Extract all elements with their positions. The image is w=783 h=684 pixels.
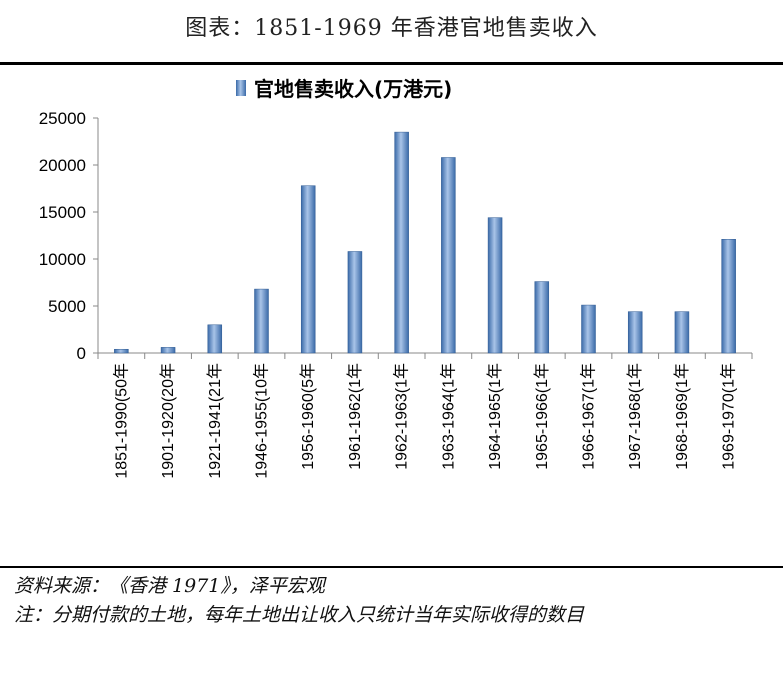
y-tick-label: 5000 [48, 297, 86, 316]
bar [394, 131, 409, 354]
x-tick-label: 1901-1920(20年 [159, 363, 177, 479]
y-tick-label: 0 [77, 344, 86, 363]
bar [721, 239, 736, 354]
bar [114, 348, 129, 354]
y-tick-label: 15000 [39, 203, 86, 222]
x-tick-label: 1969-1970(1年 [720, 363, 738, 470]
footnote: 注：分期付款的土地，每年土地出让收入只统计当年实际收得的数目 [14, 604, 585, 626]
x-tick-label: 1921-1941(21年 [206, 363, 224, 479]
bar [441, 157, 456, 354]
bar-chart: 官地售卖收入(万港元) 0 5000 10000 15000 20000 25000 18… [39, 77, 753, 479]
x-tick-label: 1968-1969(1年 [673, 363, 691, 470]
x-tick-label: 1967-1968(1年 [626, 363, 644, 470]
bar [534, 281, 550, 354]
x-tick-label: 1963-1964(1年 [439, 363, 457, 470]
bar [581, 304, 596, 354]
y-tick-label: 25000 [39, 109, 86, 128]
x-tick-label: 1966-1967(1年 [580, 363, 598, 470]
bars [114, 131, 736, 354]
x-axis: 1851-1990(50年 1901-1920(20年 1921-1941(21年 1… [97, 352, 753, 479]
x-tick-label: 1956-1960(5年 [299, 363, 317, 470]
bar [347, 251, 363, 354]
x-tick-label: 1961-1962(1年 [346, 363, 364, 470]
legend-label: 官地售卖收入(万港元) [254, 77, 452, 101]
bar [254, 288, 269, 354]
x-tick-label: 1965-1966(1年 [533, 363, 551, 470]
source-note: 资料来源：《香港 1971》，泽平宏观 [14, 575, 325, 597]
bar [300, 185, 316, 354]
legend: 官地售卖收入(万港元) [236, 77, 452, 101]
bottom-divider [0, 566, 783, 568]
bar [207, 324, 223, 354]
x-tick-label: 1851-1990(50年 [112, 363, 130, 479]
figure-title: 图表：1851-1969 年香港官地售卖收入 [185, 16, 598, 41]
top-divider [0, 62, 783, 65]
x-tick-label: 1962-1963(1年 [393, 363, 411, 470]
bar [674, 311, 690, 354]
y-tick-label: 10000 [39, 250, 86, 269]
bar [627, 311, 643, 354]
x-tick-label: 1946-1955(10年 [253, 363, 271, 479]
y-axis: 0 5000 10000 15000 20000 25000 [39, 109, 99, 363]
footnotes: 资料来源：《香港 1971》，泽平宏观 注：分期付款的土地，每年土地出让收入只统… [14, 572, 774, 630]
legend-swatch [236, 80, 246, 96]
y-tick-label: 20000 [39, 156, 86, 175]
bar [160, 347, 176, 354]
bar [487, 217, 503, 354]
x-tick-label: 1964-1965(1年 [486, 363, 504, 470]
